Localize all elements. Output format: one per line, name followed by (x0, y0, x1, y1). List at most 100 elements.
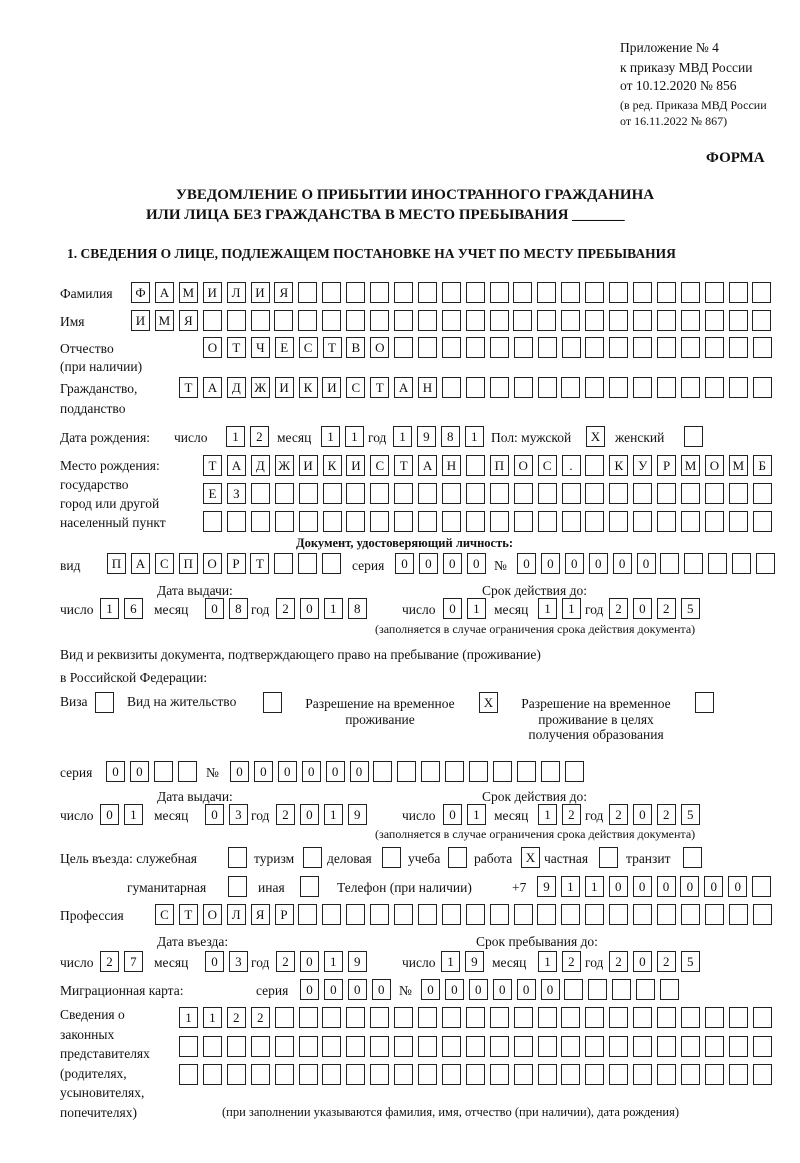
char-cell[interactable]: 0 (632, 804, 652, 825)
char-cell[interactable]: 0 (230, 761, 249, 782)
char-cell[interactable] (394, 904, 413, 925)
char-cell[interactable]: 0 (442, 553, 462, 574)
char-cell[interactable]: С (346, 377, 366, 398)
char-cell[interactable] (633, 511, 653, 532)
char-cell[interactable] (298, 904, 318, 925)
char-cell[interactable]: 0 (299, 951, 319, 972)
char-cell[interactable] (609, 483, 629, 504)
char-cell[interactable]: 0 (395, 553, 414, 574)
char-cell[interactable] (177, 761, 197, 782)
char-cell[interactable]: О (513, 455, 533, 476)
char-cell[interactable] (179, 1064, 198, 1085)
char-cell[interactable]: 0 (300, 979, 319, 1000)
char-cell[interactable] (370, 1036, 390, 1057)
char-cell[interactable] (153, 761, 173, 782)
char-cell[interactable] (657, 1036, 676, 1057)
char-cell[interactable]: Н (442, 455, 461, 476)
char-cell[interactable]: Е (203, 483, 222, 504)
char-cell[interactable] (656, 904, 676, 925)
char-cell[interactable] (537, 483, 557, 504)
char-cell[interactable] (489, 483, 509, 504)
char-cell[interactable] (322, 1064, 342, 1085)
char-cell[interactable]: 0 (632, 951, 652, 972)
checkbox-cell[interactable] (228, 876, 247, 897)
char-cell[interactable] (561, 904, 581, 925)
char-cell[interactable]: 1 (538, 598, 557, 619)
char-cell[interactable]: 2 (656, 804, 676, 825)
char-cell[interactable]: 0 (680, 876, 700, 897)
char-cell[interactable]: 0 (466, 553, 486, 574)
char-cell[interactable] (585, 904, 605, 925)
char-cell[interactable]: С (154, 553, 174, 574)
char-cell[interactable] (728, 282, 748, 303)
char-cell[interactable]: У (633, 455, 653, 476)
char-cell[interactable] (704, 511, 724, 532)
char-cell[interactable] (465, 310, 485, 331)
char-cell[interactable] (561, 337, 581, 358)
char-cell[interactable] (394, 1064, 414, 1085)
char-cell[interactable]: . (561, 455, 581, 476)
checkbox-cell[interactable] (684, 426, 703, 447)
char-cell[interactable] (298, 483, 318, 504)
char-cell[interactable] (250, 1036, 270, 1057)
char-cell[interactable] (513, 904, 533, 925)
checkbox-cell[interactable] (95, 692, 114, 713)
char-cell[interactable]: 0 (517, 553, 536, 574)
char-cell[interactable]: 8 (228, 598, 248, 619)
char-cell[interactable] (612, 979, 632, 1000)
char-cell[interactable] (656, 282, 676, 303)
char-cell[interactable]: А (394, 377, 414, 398)
char-cell[interactable]: 9 (464, 951, 484, 972)
char-cell[interactable] (322, 483, 342, 504)
char-cell[interactable] (441, 377, 461, 398)
char-cell[interactable]: С (370, 455, 390, 476)
char-cell[interactable] (537, 282, 557, 303)
checkbox-cell[interactable] (228, 847, 247, 868)
char-cell[interactable] (513, 483, 533, 504)
char-cell[interactable] (636, 979, 656, 1000)
char-cell[interactable]: 0 (205, 598, 224, 619)
char-cell[interactable]: 0 (299, 804, 319, 825)
char-cell[interactable] (633, 904, 652, 925)
char-cell[interactable]: 1 (321, 426, 340, 447)
char-cell[interactable] (657, 337, 677, 358)
char-cell[interactable] (322, 1036, 342, 1057)
char-cell[interactable]: 9 (416, 426, 436, 447)
char-cell[interactable] (728, 337, 748, 358)
char-cell[interactable]: 0 (540, 979, 560, 1000)
char-cell[interactable] (441, 1064, 461, 1085)
char-cell[interactable]: 2 (561, 951, 581, 972)
char-cell[interactable] (370, 1007, 390, 1028)
char-cell[interactable]: А (226, 455, 246, 476)
char-cell[interactable]: 1 (464, 426, 484, 447)
char-cell[interactable]: 0 (323, 979, 343, 1000)
char-cell[interactable] (657, 377, 676, 398)
char-cell[interactable]: 2 (656, 598, 676, 619)
char-cell[interactable] (704, 483, 724, 504)
char-cell[interactable]: И (322, 377, 342, 398)
char-cell[interactable]: М (728, 455, 748, 476)
char-cell[interactable]: 0 (656, 876, 676, 897)
char-cell[interactable]: 0 (444, 979, 464, 1000)
char-cell[interactable] (537, 511, 557, 532)
char-cell[interactable]: С (298, 337, 318, 358)
checkbox-cell[interactable] (695, 692, 714, 713)
char-cell[interactable]: 2 (276, 951, 295, 972)
char-cell[interactable]: 1 (226, 426, 245, 447)
char-cell[interactable] (298, 310, 318, 331)
char-cell[interactable] (274, 1064, 294, 1085)
char-cell[interactable] (657, 1064, 676, 1085)
char-cell[interactable] (322, 904, 342, 925)
char-cell[interactable] (298, 511, 318, 532)
char-cell[interactable]: 0 (443, 804, 462, 825)
char-cell[interactable] (680, 1036, 700, 1057)
checkbox-cell[interactable]: X (586, 426, 605, 447)
char-cell[interactable] (441, 1007, 461, 1028)
char-cell[interactable]: 2 (276, 598, 295, 619)
char-cell[interactable]: С (155, 904, 174, 925)
char-cell[interactable]: 8 (347, 598, 367, 619)
char-cell[interactable] (465, 377, 485, 398)
char-cell[interactable]: 2 (656, 951, 676, 972)
char-cell[interactable] (226, 1036, 246, 1057)
checkbox-cell[interactable] (382, 847, 401, 868)
